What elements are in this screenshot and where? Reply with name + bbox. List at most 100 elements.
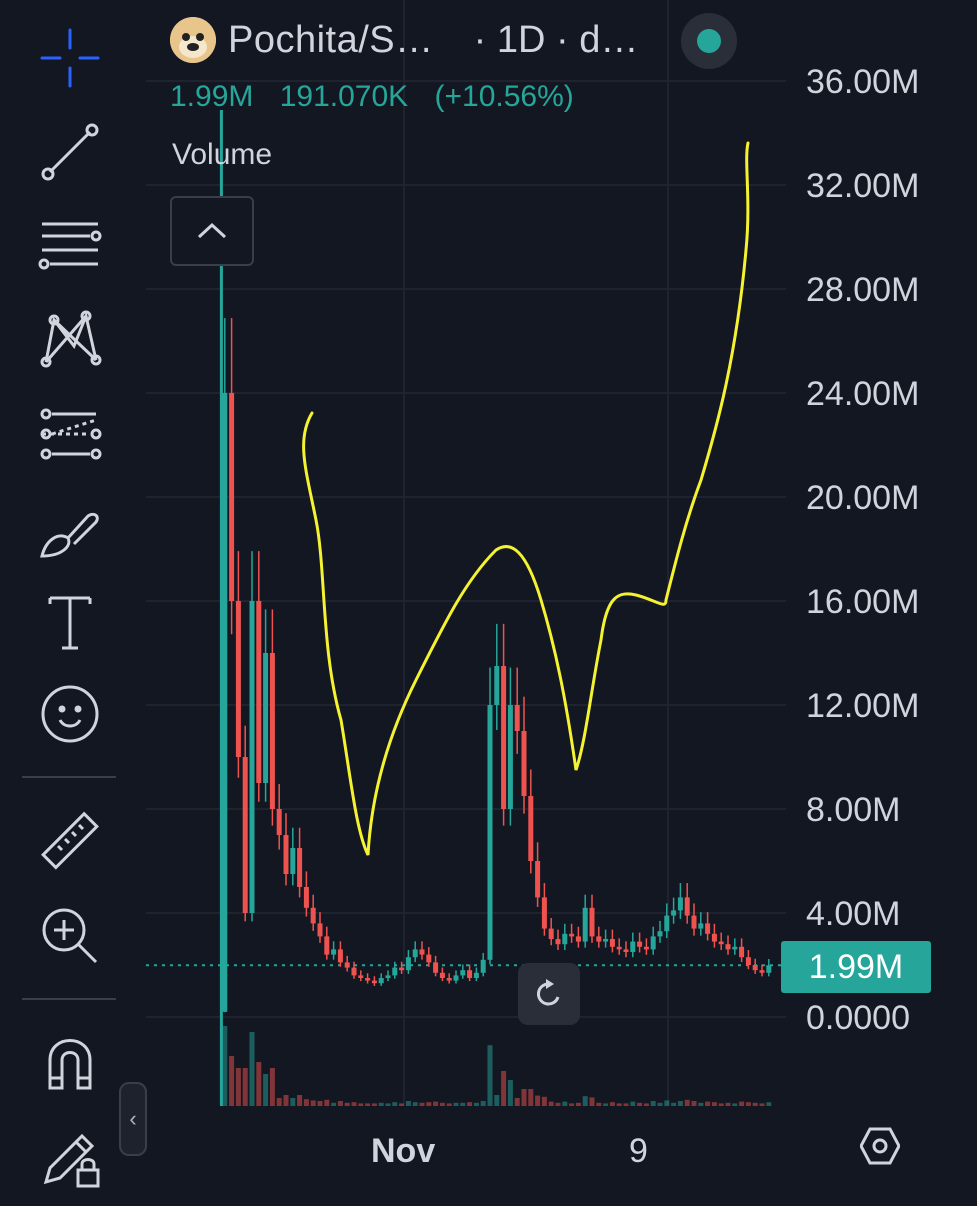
volume-bar xyxy=(575,1102,581,1106)
volume-bar xyxy=(433,1101,439,1106)
text-icon[interactable] xyxy=(22,574,118,670)
volume-bar xyxy=(623,1103,629,1106)
crosshair-icon[interactable] xyxy=(22,10,118,106)
candle-body xyxy=(725,944,731,950)
volume-bar xyxy=(691,1101,697,1106)
candle-body xyxy=(337,949,343,963)
candle-body xyxy=(473,972,479,978)
y-tick-label: 4.00M xyxy=(806,895,901,933)
x-tick-label: Nov xyxy=(371,1132,436,1170)
candle-body xyxy=(412,949,418,958)
candle-body xyxy=(331,949,337,955)
candle-body xyxy=(371,980,377,984)
lock-drawings-icon[interactable] xyxy=(22,1110,118,1206)
candle-body xyxy=(705,923,711,934)
y-tick-label: 8.00M xyxy=(806,791,901,829)
y-tick-label: 0.0000 xyxy=(806,999,910,1037)
candle-body xyxy=(623,949,629,952)
candle-body xyxy=(569,933,575,937)
change-value: (+10.56%) xyxy=(434,80,574,113)
candle-body xyxy=(351,967,357,976)
volume-bar xyxy=(555,1102,561,1106)
candle-body xyxy=(446,978,452,981)
candle-body xyxy=(603,939,609,942)
chart-area[interactable] xyxy=(146,0,977,1200)
sidebar-collapse-button[interactable]: ‹ xyxy=(119,1082,147,1156)
reset-icon xyxy=(536,979,560,1006)
candle-body xyxy=(487,705,493,960)
candle-body xyxy=(684,897,690,916)
candle-body xyxy=(596,936,602,942)
ruler-icon[interactable] xyxy=(22,794,118,890)
volume-bar xyxy=(657,1102,663,1106)
volume-value: 1.99M xyxy=(170,80,254,113)
candle-body xyxy=(276,809,282,835)
volume-bar xyxy=(229,1056,235,1106)
volume-bar xyxy=(222,1026,228,1106)
candle-body xyxy=(426,954,432,963)
candle-body xyxy=(671,910,677,916)
candle-body xyxy=(235,601,241,757)
volume-bar xyxy=(392,1102,398,1106)
candle-body xyxy=(535,861,541,898)
magnet-icon[interactable] xyxy=(22,1014,118,1110)
prediction-icon[interactable] xyxy=(22,386,118,482)
volume-bar xyxy=(494,1095,500,1106)
y-tick-label: 36.00M xyxy=(806,63,920,101)
legend-toggle-button[interactable] xyxy=(170,196,254,266)
candle-body xyxy=(283,835,289,874)
candle-body xyxy=(575,936,581,942)
volume-bar xyxy=(664,1100,670,1106)
candle-body xyxy=(609,939,615,947)
volume-bar xyxy=(589,1097,595,1106)
volume-bar xyxy=(501,1071,507,1106)
y-tick-label: 20.00M xyxy=(806,479,920,517)
chevron-up-icon xyxy=(197,222,227,239)
volume-bar xyxy=(630,1101,636,1106)
pattern-icon[interactable] xyxy=(22,290,118,386)
horizontal-lines-icon[interactable] xyxy=(22,196,118,292)
symbol-header[interactable]: Pochita/S… · 1D · d… xyxy=(170,14,638,66)
candle-body xyxy=(507,705,513,809)
candle-body xyxy=(528,796,534,861)
volume-bar xyxy=(548,1101,554,1106)
volume-bar xyxy=(473,1102,479,1106)
candle-body xyxy=(555,939,561,945)
candle-body xyxy=(501,666,507,809)
symbol-title: Pochita/S… xyxy=(228,18,434,61)
volume-bar xyxy=(732,1103,738,1106)
volume-bar xyxy=(439,1102,445,1106)
current-value-badge: 1.99M xyxy=(781,941,931,993)
volume-bar xyxy=(698,1102,704,1106)
volume-bar xyxy=(256,1062,262,1106)
volume-bar xyxy=(371,1103,377,1106)
zoom-in-icon[interactable] xyxy=(22,888,118,984)
drawing-toolbar xyxy=(0,0,140,1200)
chart-settings-button[interactable] xyxy=(856,1122,904,1170)
candle-body xyxy=(691,915,697,929)
candle-body xyxy=(310,907,316,924)
volume-bar xyxy=(711,1102,717,1106)
candle-body xyxy=(650,936,656,950)
y-tick-label: 16.00M xyxy=(806,583,920,621)
candle-body xyxy=(657,931,663,937)
candle-body xyxy=(256,601,262,783)
market-status[interactable] xyxy=(681,13,737,69)
candle-body xyxy=(453,975,459,981)
trend-line-icon[interactable] xyxy=(22,104,118,200)
chart-grid xyxy=(146,0,786,1105)
volume-bar xyxy=(351,1102,357,1106)
reset-chart-button[interactable] xyxy=(518,963,580,1025)
candle-body xyxy=(664,915,670,932)
candle-body xyxy=(732,946,738,950)
volume-bar xyxy=(725,1102,731,1106)
emoji-icon[interactable] xyxy=(22,666,118,762)
price-chart[interactable] xyxy=(146,0,977,1200)
candle-body xyxy=(711,933,717,942)
volume-bar xyxy=(399,1103,405,1106)
volume-bar xyxy=(541,1096,547,1106)
candle-body xyxy=(439,972,445,978)
candle-body xyxy=(419,949,425,955)
candle-body xyxy=(297,848,303,887)
brush-icon[interactable] xyxy=(22,482,118,578)
